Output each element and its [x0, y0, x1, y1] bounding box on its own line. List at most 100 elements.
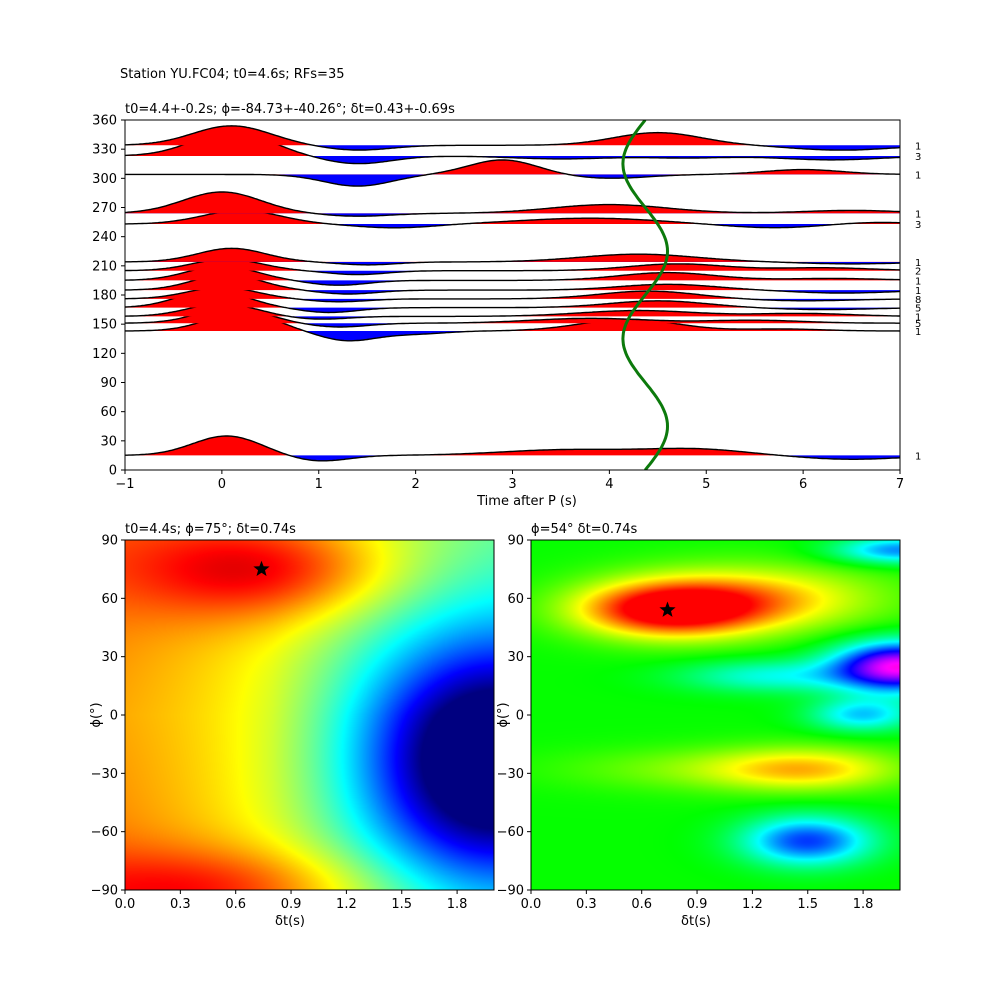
left-x-tick-label: 0.3: [170, 897, 191, 912]
rf-x-tick-label: 6: [799, 477, 807, 492]
rf-trace-line-14: [125, 125, 900, 151]
rf-count-label: 1: [915, 451, 921, 462]
right-x-tick-label: 1.8: [853, 897, 874, 912]
rf-y-tick-label: 180: [92, 289, 117, 304]
rf-trace-line-3: [125, 303, 900, 320]
rf-count-label: 1: [915, 209, 921, 220]
rf-stack-panel: t0=4.4+-0.2s; ϕ=-84.73+-40.26°; δt=0.43+…: [92, 102, 921, 509]
rf-y-tick-label: 210: [92, 259, 117, 274]
rf-trace-line-4: [125, 289, 900, 314]
right-x-tick-label: 0.9: [687, 897, 708, 912]
rf-count-label: 3: [915, 152, 921, 163]
rf-positive-fill-12: [125, 160, 900, 175]
left-y-tick-label: −90: [91, 884, 118, 899]
rf-x-tick-label: 1: [315, 477, 323, 492]
rf-y-tick-label: 0: [109, 464, 117, 479]
rf-x-tick-label: 5: [702, 477, 710, 492]
rf-x-tick-label: 4: [605, 477, 613, 492]
rf-trace-line-11: [125, 191, 900, 217]
right-x-label: δt(s): [681, 914, 711, 929]
rf-positive-fill-2: [125, 307, 900, 324]
rf-negative-fill-0: [125, 455, 900, 461]
rf-count-label: 5: [915, 319, 921, 330]
right-y-tick-label: −60: [497, 825, 524, 840]
rf-count-label: 1: [915, 286, 921, 297]
rf-y-tick-label: 90: [100, 376, 117, 391]
rf-x-label: Time after P (s): [476, 494, 577, 509]
rf-trace-line-7: [125, 265, 900, 286]
right-y-label: ϕ(°): [496, 702, 511, 727]
rf-positive-fill-14: [125, 125, 900, 146]
left-x-tick-label: 1.5: [391, 897, 412, 912]
right-best-star-icon: [659, 601, 676, 617]
energy-map-right: ϕ=54° δt=0.74s 0.0 0.3 0.6 0.9 1.2 1.5 1.8 −90 −…: [496, 522, 901, 929]
right-x-tick-label: 1.5: [797, 897, 818, 912]
rf-positive-fill-9: [125, 248, 900, 262]
energy-map-left: t0=4.4s; ϕ=75°; δt=0.74s 0.0 0.3 0.6 0.9 1.2…: [89, 522, 495, 929]
rf-positive-fill-7: [125, 265, 900, 281]
right-x-tick-label: 0.0: [521, 897, 542, 912]
rf-y-tick-label: 240: [92, 230, 117, 245]
rf-trace-line-9: [125, 247, 900, 266]
left-best-star-icon: [253, 560, 270, 576]
left-y-tick-label: 60: [101, 592, 118, 607]
rf-y-tick-label: 270: [92, 201, 117, 216]
left-y-tick-label: 30: [101, 650, 118, 665]
rf-negative-fill-9: [125, 261, 900, 265]
rf-y-tick-label: 60: [100, 405, 117, 420]
rf-count-label: 8: [915, 295, 921, 306]
rf-negative-fill-5: [125, 298, 900, 302]
rf-x-tick-label: −1: [115, 477, 134, 492]
rf-panel-title: t0=4.4+-0.2s; ϕ=-84.73+-40.26°; δt=0.43+…: [125, 102, 455, 117]
rf-count-label: 1: [915, 276, 921, 287]
right-y-tick-label: −30: [497, 767, 524, 782]
left-map-title: t0=4.4s; ϕ=75°; δt=0.74s: [125, 522, 296, 537]
left-x-tick-label: 1.8: [447, 897, 468, 912]
rf-count-label: 1: [915, 258, 921, 269]
right-heatmap: [531, 540, 900, 890]
rf-trace-line-8: [125, 258, 900, 276]
left-heatmap: [125, 540, 494, 890]
rf-positive-fill-8: [125, 259, 900, 271]
rf-negative-fill-4: [125, 307, 900, 313]
rf-y-tick-label: 300: [92, 172, 117, 187]
rf-count-label: 3: [915, 220, 921, 231]
right-y-tick-label: 90: [507, 534, 524, 549]
rf-y-tick-label: 120: [92, 347, 117, 362]
left-x-tick-label: 0.6: [225, 897, 246, 912]
rf-negative-fill-10: [125, 224, 900, 228]
right-x-tick-label: 0.3: [576, 897, 597, 912]
rf-x-tick-label: 0: [218, 477, 226, 492]
rf-y-tick-label: 360: [92, 114, 117, 129]
rf-negative-fill-1: [125, 330, 900, 341]
rf-x-tick-label: 7: [896, 477, 904, 492]
rf-trace-line-12: [125, 159, 900, 187]
left-y-tick-label: −30: [91, 767, 118, 782]
rf-positive-fill-1: [125, 312, 900, 331]
rf-count-label: 1: [915, 312, 921, 323]
rf-count-label: 1: [915, 170, 921, 181]
rf-x-tick-label: 3: [508, 477, 516, 492]
t0-curve: [621, 120, 670, 470]
right-y-tick-label: −90: [497, 884, 524, 899]
left-y-tick-label: −60: [91, 825, 118, 840]
rf-positive-fill-13: [125, 131, 900, 156]
rf-count-label: 2: [915, 267, 921, 278]
figure-title: Station YU.FC04; t0=4.6s; RFs=35: [120, 67, 345, 82]
rf-trace-line-0: [125, 435, 900, 462]
right-y-tick-label: 0: [516, 709, 524, 724]
right-x-tick-label: 1.2: [742, 897, 763, 912]
right-y-tick-label: 60: [507, 592, 524, 607]
rf-trace-line-5: [125, 286, 900, 303]
rf-x-tick-label: 2: [411, 477, 419, 492]
left-y-label: ϕ(°): [89, 702, 104, 727]
rf-positive-fill-0: [125, 436, 900, 456]
left-x-tick-label: 1.2: [336, 897, 357, 912]
rf-y-tick-label: 150: [92, 318, 117, 333]
left-x-tick-label: 0.9: [281, 897, 302, 912]
left-y-tick-label: 0: [110, 709, 118, 724]
left-x-tick-label: 0.0: [115, 897, 136, 912]
right-x-tick-label: 0.6: [631, 897, 652, 912]
rf-count-label: 5: [915, 304, 921, 315]
left-y-tick-label: 90: [101, 534, 118, 549]
